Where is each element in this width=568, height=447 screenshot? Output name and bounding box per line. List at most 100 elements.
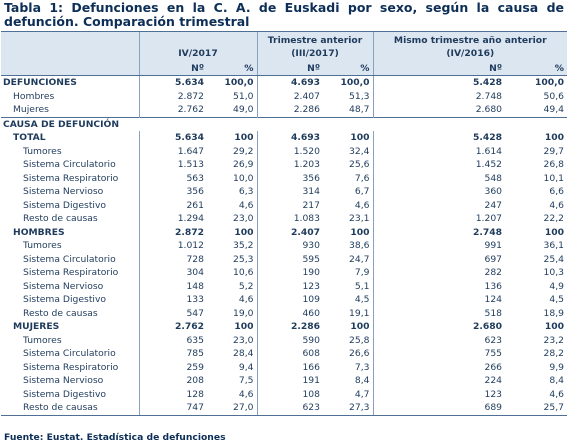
cell-percent: 100 xyxy=(234,226,254,238)
cell-count: 930 xyxy=(256,239,323,253)
period-previous-header: Trimestre anterior (III/2017) xyxy=(256,31,374,62)
cell-count: 1.294 xyxy=(138,212,207,226)
row-label: Tumores xyxy=(23,334,62,346)
cell-count: 623 xyxy=(256,401,323,416)
cell-count: 595 xyxy=(256,252,323,266)
cell-count: 356 xyxy=(256,171,323,185)
cell-count: 563 xyxy=(138,171,207,185)
cell-count: 755 xyxy=(372,347,506,361)
cell-percent: 8,4 xyxy=(549,375,565,387)
cell-percent: 51,3 xyxy=(349,90,370,102)
cell-count: 148 xyxy=(138,279,207,293)
cell-count: 191 xyxy=(256,374,323,388)
cell-count: 2.286 xyxy=(256,103,323,117)
cell-percent: 29,2 xyxy=(233,145,254,157)
cell-percent: 10,0 xyxy=(233,172,254,184)
cell-percent: 9,9 xyxy=(549,361,565,373)
cell-percent: 6,3 xyxy=(238,186,254,198)
cell-percent: 25,8 xyxy=(349,334,370,346)
cell-count: 108 xyxy=(256,387,323,401)
cell-count: 266 xyxy=(372,360,506,374)
cell-percent: 4,6 xyxy=(549,388,565,400)
cell-percent: 19,1 xyxy=(349,307,370,319)
cell-count: 217 xyxy=(256,198,323,212)
cell-percent: 27,3 xyxy=(323,401,374,416)
cell-count: 247 xyxy=(372,198,506,212)
table-row: Sistema Digestivo 128 4,6 108 4,7 123 4,6 xyxy=(1,387,567,401)
cell-percent: 100 xyxy=(544,321,565,333)
table-row: Resto de causas 1.294 23,0 1.083 23,1 1.207 22… xyxy=(1,212,567,226)
cell-count: 2.407 xyxy=(256,89,323,103)
cell-percent: 7,5 xyxy=(238,375,254,387)
period-year-ago-header: Mismo trimestre año anterior (IV/2016) xyxy=(372,31,568,62)
row-label: Sistema Respiratorio xyxy=(23,361,119,373)
cell-count: 2.680 xyxy=(372,103,506,117)
cell-count: 635 xyxy=(138,333,207,347)
cell-percent: 19,0 xyxy=(233,307,254,319)
header-row-periods: IV/2017 Trimestre anterior (III/2017) Mi… xyxy=(1,31,568,62)
cell-count: 2.286 xyxy=(256,320,323,334)
col-header-num: Nº xyxy=(256,62,323,76)
cell-percent: 7,6 xyxy=(354,172,370,184)
table-row: Sistema Respiratorio 304 10,6 190 7,9 282 10,3 xyxy=(1,266,567,280)
cell-count: 547 xyxy=(138,306,207,320)
cell-percent: 4,6 xyxy=(238,388,254,400)
table-row: Sistema Circulatorio 785 28,4 608 26,6 755 28,… xyxy=(1,347,567,361)
table-row: CAUSA DE DEFUNCIÓN xyxy=(1,116,568,131)
cell-percent: 23,0 xyxy=(233,334,254,346)
table-row: Sistema Digestivo 261 4,6 217 4,6 247 4,6 xyxy=(1,198,567,212)
cell-count: 4.693 xyxy=(256,75,323,90)
cell-count: 460 xyxy=(256,306,323,320)
table-row: DEFUNCIONES 5.634 100,0 4.693 100,0 5.428 100,… xyxy=(1,75,567,90)
cell-count: 109 xyxy=(256,293,323,307)
cell-count: 208 xyxy=(138,374,207,388)
cell-percent: 4,7 xyxy=(354,388,370,400)
cell-count: 4.693 xyxy=(256,131,323,145)
cell-percent: 100,0 xyxy=(534,77,565,89)
row-label: Resto de causas xyxy=(1,401,139,416)
cell-count: 356 xyxy=(138,185,207,199)
cell-percent: 49,0 xyxy=(233,104,254,116)
cell-count: 689 xyxy=(372,401,506,416)
cell-count: 5.428 xyxy=(372,131,506,145)
source-footnote: Fuente: Eustat. Estadística de defuncion… xyxy=(4,432,226,443)
cell-count: 1.083 xyxy=(256,212,323,226)
cell-count: 991 xyxy=(372,239,506,253)
cell-percent: 25,3 xyxy=(233,253,254,265)
cell-percent: 22,2 xyxy=(543,213,565,225)
cell-percent: 4,6 xyxy=(238,199,254,211)
col-header-num: Nº xyxy=(138,62,207,76)
cell-percent: 28,4 xyxy=(233,348,254,360)
col-header-num: Nº xyxy=(372,62,506,76)
cell-percent: 100 xyxy=(234,321,254,333)
cell-percent: 4,6 xyxy=(238,294,254,306)
row-label: Sistema Digestivo xyxy=(23,294,107,306)
row-label: Tumores xyxy=(23,240,62,252)
cell-count: 518 xyxy=(372,306,506,320)
cell-percent: 23,2 xyxy=(543,334,565,346)
cell-count: 261 xyxy=(138,198,207,212)
row-label: Sistema Nervioso xyxy=(23,186,104,198)
cell-percent: 10,3 xyxy=(543,267,565,279)
cell-count: 190 xyxy=(256,266,323,280)
cell-count: 548 xyxy=(372,171,506,185)
cell-count: 697 xyxy=(372,252,506,266)
table-row: Sistema Nervioso 148 5,2 123 5,1 136 4,9 xyxy=(1,279,567,293)
cell-percent: 10,1 xyxy=(543,172,565,184)
cell-count: 136 xyxy=(372,279,506,293)
cell-count: 123 xyxy=(372,387,506,401)
cell-percent: 18,9 xyxy=(543,307,565,319)
cell-count: 5.634 xyxy=(138,75,207,90)
row-label: CAUSA DE DEFUNCIÓN xyxy=(1,116,568,131)
table-row: Sistema Respiratorio 259 9,4 166 7,3 266 9,9 xyxy=(1,360,567,374)
cell-count: 304 xyxy=(138,266,207,280)
row-label: Sistema Respiratorio xyxy=(23,172,119,184)
cell-count: 623 xyxy=(372,333,506,347)
cell-percent: 100,0 xyxy=(340,77,370,89)
cell-count: 5.634 xyxy=(138,131,207,145)
cell-count: 1.520 xyxy=(256,144,323,158)
cell-count: 747 xyxy=(138,401,207,416)
row-label: Tumores xyxy=(23,145,62,157)
col-header-pct: % xyxy=(323,62,374,76)
cell-percent: 100,0 xyxy=(224,77,254,89)
